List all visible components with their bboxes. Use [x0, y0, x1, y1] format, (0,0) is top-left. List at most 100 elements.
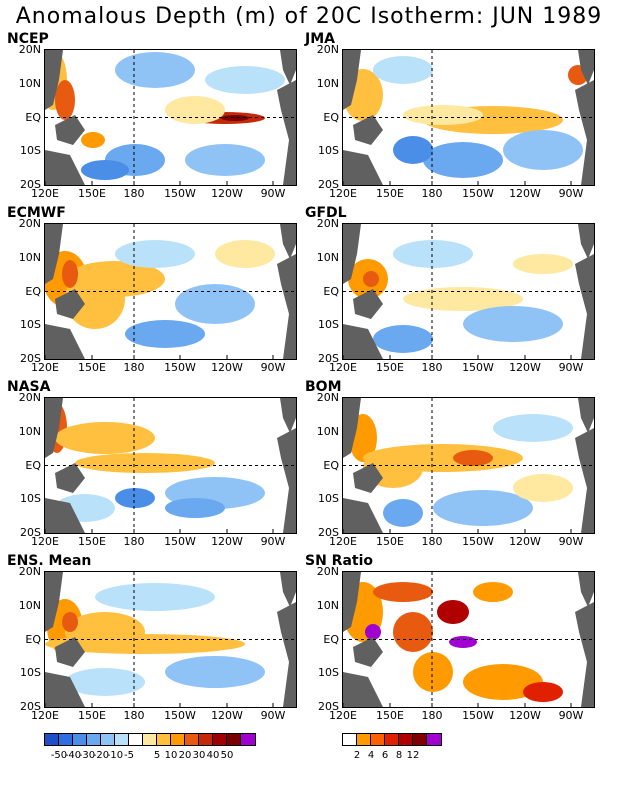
- colorbar-swatch: [413, 734, 427, 745]
- landmass-1: [55, 637, 85, 667]
- lon-label: 150W: [462, 535, 494, 548]
- anomaly-region: [62, 260, 78, 288]
- anomaly-region: [221, 115, 249, 121]
- colorbar-swatch: [385, 734, 399, 745]
- lat-label: 20S: [318, 526, 339, 539]
- anomaly-region: [393, 240, 473, 268]
- lat-label: 10N: [18, 598, 41, 612]
- lon-label: 150E: [376, 709, 404, 722]
- panel-title: ENS. Mean: [7, 553, 92, 569]
- lon-label: 120W: [211, 361, 243, 374]
- landmass-2: [45, 324, 85, 359]
- colorbar-swatch: [213, 734, 227, 745]
- lon-label: 90W: [260, 361, 286, 374]
- colorbar-label: -10: [106, 750, 124, 761]
- anomaly-region: [503, 130, 583, 170]
- landmass-3: [578, 398, 594, 433]
- anomaly-region: [449, 636, 477, 648]
- landmass-0: [45, 398, 63, 458]
- landmass-4: [575, 602, 594, 707]
- map-area: [44, 397, 297, 534]
- anomaly-region: [125, 320, 205, 348]
- colorbar-swatch: [87, 734, 101, 745]
- lon-label: 150E: [78, 709, 106, 722]
- lat-label: 20N: [18, 43, 41, 56]
- panel-ens-mean: ENS. Mean 20N 10N EQ 10S 20S 120E 150E 180 150W 12…: [0, 553, 300, 723]
- panel-title: GFDL: [305, 205, 347, 221]
- colorbar-label: 10: [164, 750, 178, 761]
- lon-label: 180: [123, 187, 145, 200]
- colorbar-swatch: [399, 734, 413, 745]
- colorbar-swatch: [101, 734, 115, 745]
- colorbar-label: 12: [406, 750, 420, 761]
- colorbar-swatch: [59, 734, 73, 745]
- anomaly-region: [115, 240, 195, 268]
- colorbar-swatch: [227, 734, 241, 745]
- lat-label: 20S: [318, 700, 339, 713]
- lon-label: 90W: [260, 187, 286, 200]
- lat-label: EQ: [25, 632, 41, 646]
- lon-label: 120E: [31, 709, 59, 722]
- lon-label: 150W: [164, 361, 196, 374]
- anomaly-colorbar: [44, 733, 256, 746]
- panel-title: JMA: [305, 31, 335, 47]
- panel-title: NASA: [7, 379, 51, 395]
- anomaly-region: [373, 582, 433, 602]
- landmass-4: [575, 428, 594, 533]
- lon-label: 150W: [164, 709, 196, 722]
- colorbar-swatch: [199, 734, 213, 745]
- anomaly-region: [75, 453, 215, 473]
- colorbar-label: 30: [192, 750, 206, 761]
- anomaly-region: [403, 287, 523, 311]
- colorbar-swatch: [157, 734, 171, 745]
- lon-label: 150W: [462, 187, 494, 200]
- lon-label: 120W: [509, 709, 541, 722]
- lon-label: 150W: [462, 709, 494, 722]
- landmass-2: [45, 150, 85, 185]
- colorbar-swatch: [427, 734, 441, 745]
- landmass-4: [575, 254, 594, 359]
- anomaly-region: [373, 325, 433, 353]
- anomaly-region: [513, 254, 573, 274]
- lat-label: 20N: [18, 217, 41, 230]
- lon-label: 180: [123, 709, 145, 722]
- lat-label: 10S: [20, 492, 41, 506]
- contour-field: [45, 224, 296, 359]
- landmass-0: [343, 572, 361, 632]
- anomaly-region: [453, 450, 493, 466]
- lat-label: EQ: [323, 458, 339, 472]
- contour-field: [343, 398, 594, 533]
- contour-field: [343, 50, 594, 185]
- lon-label: 150W: [164, 535, 196, 548]
- anomaly-region: [513, 474, 573, 502]
- contour-field: [343, 224, 594, 359]
- lon-label: 120W: [211, 709, 243, 722]
- anomaly-region: [393, 136, 433, 164]
- anomaly-region: [65, 269, 125, 329]
- lon-label: 120E: [329, 361, 357, 374]
- lat-label: 10N: [316, 76, 339, 90]
- lat-label: 10S: [318, 318, 339, 332]
- lon-label: 120W: [509, 361, 541, 374]
- landmass-0: [45, 50, 63, 110]
- lon-label: 120E: [329, 187, 357, 200]
- landmass-3: [280, 224, 296, 259]
- map-area: [342, 223, 595, 360]
- lon-label: 120E: [329, 535, 357, 548]
- colorbar-swatch: [115, 734, 129, 745]
- anomaly-region: [363, 271, 379, 287]
- lon-label: 120E: [31, 535, 59, 548]
- landmass-2: [343, 324, 383, 359]
- lon-label: 120W: [211, 187, 243, 200]
- panel-jma: JMA 20N 10N EQ 10S 20S 120E 150E 180 150W 120W 90W: [298, 31, 598, 201]
- map-area: [342, 397, 595, 534]
- lat-label: 20S: [318, 352, 339, 365]
- colorbar-label: 4: [367, 750, 375, 761]
- lat-label: 20S: [20, 526, 41, 539]
- lat-label: 10S: [20, 666, 41, 680]
- landmass-0: [45, 224, 63, 284]
- anomaly-region: [65, 668, 145, 696]
- landmass-1: [353, 115, 383, 145]
- landmass-3: [280, 398, 296, 433]
- landmass-0: [45, 572, 63, 632]
